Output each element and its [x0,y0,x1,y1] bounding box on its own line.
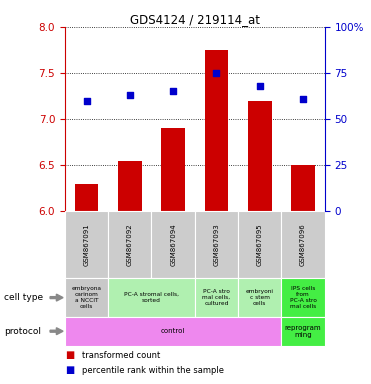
Text: PC-A stro
mal cells,
cultured: PC-A stro mal cells, cultured [202,289,230,306]
Text: GSM867096: GSM867096 [300,223,306,266]
Text: GSM867093: GSM867093 [213,223,219,266]
Text: protocol: protocol [4,327,41,336]
Text: percentile rank within the sample: percentile rank within the sample [82,366,224,375]
Bar [204,50,228,211]
Bar [118,161,142,211]
Text: GSM867094: GSM867094 [170,223,176,266]
Bar [108,278,195,317]
Bar [161,128,185,211]
Bar [108,211,151,278]
Bar [195,278,238,317]
Bar [281,278,325,317]
Text: control: control [161,328,186,334]
Bar [248,101,272,211]
Text: ■: ■ [65,366,74,376]
Point [257,83,263,89]
Text: ■: ■ [65,350,74,360]
Point [213,70,219,76]
Text: cell type: cell type [4,293,43,302]
Bar [65,211,108,278]
Bar [281,317,325,346]
Bar [238,211,281,278]
Bar [281,211,325,278]
Text: embryoni
c stem
cells: embryoni c stem cells [246,289,274,306]
Bar [151,211,195,278]
Text: embryona
carinom
a NCCIT
cells: embryona carinom a NCCIT cells [72,286,102,309]
Text: GSM867092: GSM867092 [127,223,133,266]
Text: GSM867091: GSM867091 [83,223,89,266]
Point [300,96,306,102]
Text: IPS cells
from
PC-A stro
mal cells: IPS cells from PC-A stro mal cells [289,286,316,309]
Text: PC-A stromal cells,
sorted: PC-A stromal cells, sorted [124,292,179,303]
Text: reprogram
ming: reprogram ming [285,325,321,338]
Text: transformed count: transformed count [82,351,160,360]
Bar [65,317,281,346]
Bar [291,165,315,211]
Point [83,98,89,104]
Bar [195,211,238,278]
Title: GDS4124 / 219114_at: GDS4124 / 219114_at [130,13,260,26]
Bar [65,278,108,317]
Bar [75,184,98,211]
Point [127,92,133,98]
Bar [238,278,281,317]
Point [170,88,176,94]
Text: GSM867095: GSM867095 [257,223,263,266]
